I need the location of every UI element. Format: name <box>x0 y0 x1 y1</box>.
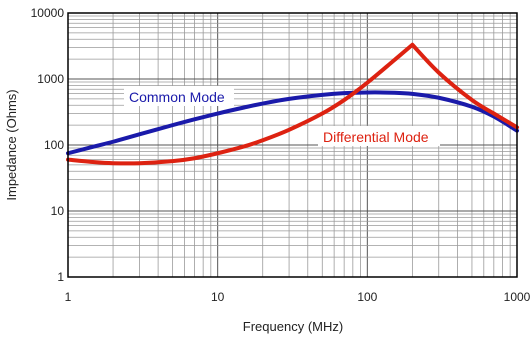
x-tick-label: 10 <box>211 290 225 304</box>
y-tick-label: 1000 <box>37 72 64 86</box>
tick-labels: 1 10 100 1000 1 10 100 1000 10000 <box>31 6 530 304</box>
x-tick-label: 1000 <box>504 290 530 304</box>
y-tick-label: 100 <box>44 138 64 152</box>
series-layer <box>66 42 519 166</box>
annotation-common-mode: Common Mode <box>124 86 234 106</box>
y-tick-label: 10000 <box>31 6 65 20</box>
y-axis-label: Impedance (Ohms) <box>4 89 19 200</box>
annotation-differential-mode: Differential Mode <box>318 126 440 146</box>
series-line-common-mode <box>66 90 519 156</box>
annotation-differential-mode-label: Differential Mode <box>323 129 429 145</box>
y-tick-label: 1 <box>57 270 64 284</box>
x-tick-label: 1 <box>65 290 72 304</box>
grid <box>68 13 517 277</box>
x-tick-label: 100 <box>357 290 377 304</box>
y-tick-label: 10 <box>51 204 65 218</box>
series-line-differential-mode <box>66 42 519 166</box>
plot-frame <box>67 12 518 278</box>
annotation-common-mode-label: Common Mode <box>129 89 225 105</box>
x-axis-label: Frequency (MHz) <box>243 319 343 334</box>
